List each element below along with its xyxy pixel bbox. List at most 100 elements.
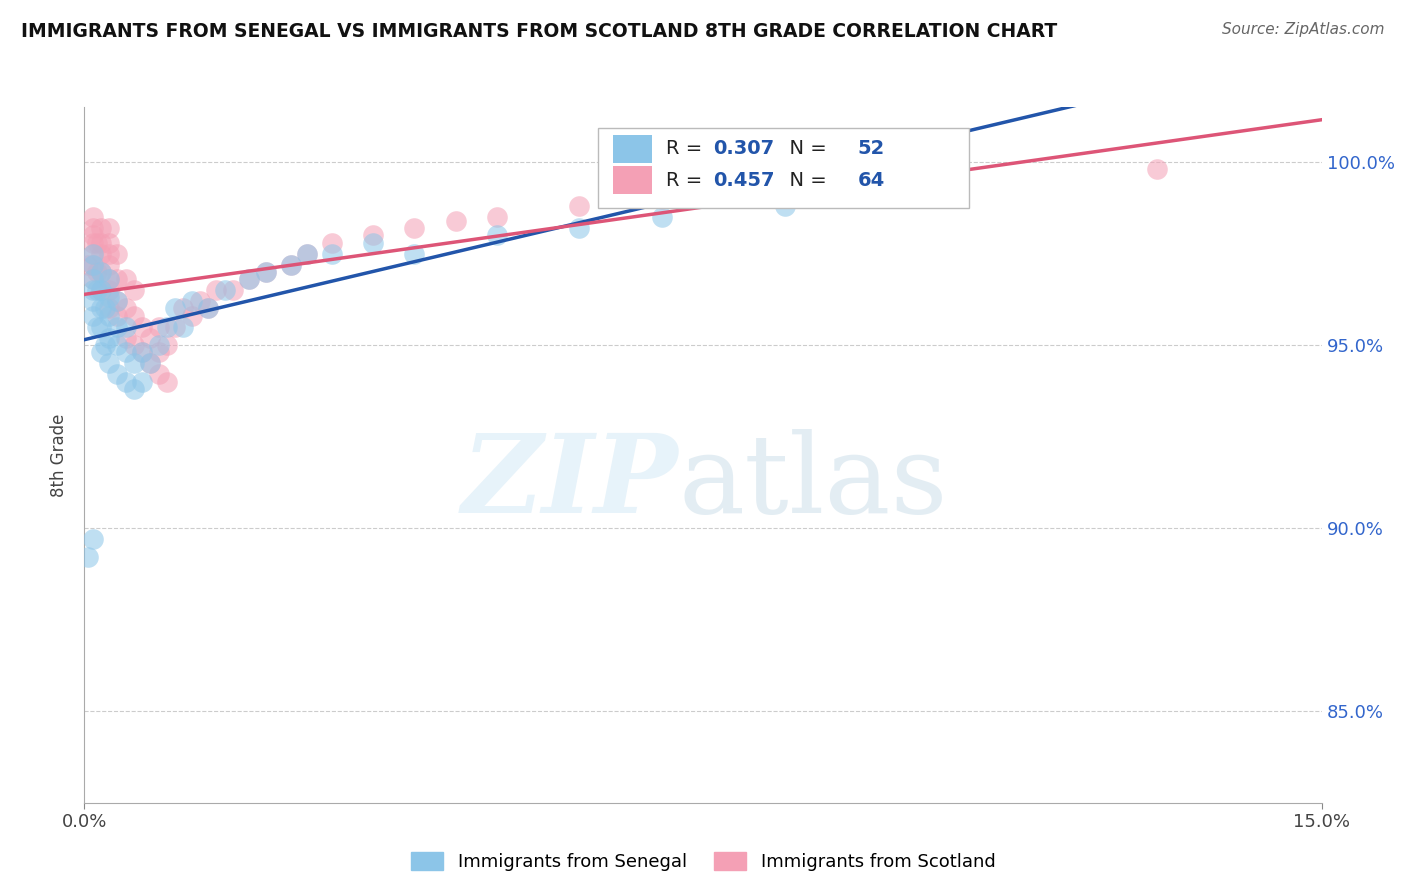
Point (238, 272, 260, 286)
Point (98, 272, 121, 286)
Point (86, 283, 108, 297)
Point (148, 338, 170, 352)
Y-axis label: 8th Grade: 8th Grade (51, 413, 69, 497)
Point (105, 246, 128, 260)
Point (82, 228, 104, 243)
Point (82, 294, 104, 309)
Point (321, 235, 343, 250)
FancyBboxPatch shape (598, 128, 969, 208)
Point (131, 375, 153, 389)
Point (122, 356, 145, 370)
Point (295, 246, 318, 260)
Point (90, 301, 112, 316)
Point (82, 258, 104, 272)
Point (238, 272, 260, 286)
Point (205, 283, 228, 297)
Point (165, 319, 187, 334)
Point (148, 319, 170, 334)
Point (90, 235, 112, 250)
Point (114, 345, 136, 359)
Point (82, 210, 104, 224)
Point (77, 258, 100, 272)
Point (361, 235, 384, 250)
Point (90, 220, 112, 235)
Point (98, 283, 121, 297)
Point (86, 235, 108, 250)
Point (651, 210, 673, 224)
Point (94, 338, 117, 352)
Text: N =: N = (778, 170, 834, 190)
Point (188, 294, 211, 309)
Point (254, 265, 277, 279)
Point (98, 309, 121, 323)
Point (90, 319, 112, 334)
Point (122, 309, 145, 323)
Point (82, 272, 104, 286)
Point (90, 265, 112, 279)
Point (568, 220, 591, 235)
Point (98, 258, 121, 272)
Point (139, 356, 162, 370)
Point (90, 265, 112, 279)
Point (180, 309, 202, 323)
Point (82, 309, 104, 323)
Point (82, 272, 104, 286)
Point (156, 375, 179, 389)
Point (404, 220, 426, 235)
Point (82, 283, 104, 297)
Point (139, 356, 162, 370)
Point (82, 532, 104, 546)
Point (114, 319, 136, 334)
Text: 0.457: 0.457 (713, 170, 775, 190)
Text: IMMIGRANTS FROM SENEGAL VS IMMIGRANTS FROM SCOTLAND 8TH GRADE CORRELATION CHART: IMMIGRANTS FROM SENEGAL VS IMMIGRANTS FR… (21, 22, 1057, 41)
Text: atlas: atlas (678, 429, 948, 536)
Point (214, 283, 236, 297)
Point (114, 375, 136, 389)
Point (98, 235, 121, 250)
Point (692, 184, 714, 198)
Point (98, 331, 121, 345)
Point (82, 258, 104, 272)
Point (485, 228, 508, 243)
Text: N =: N = (778, 139, 834, 158)
Point (98, 272, 121, 286)
Point (105, 272, 128, 286)
Point (131, 319, 153, 334)
Text: 64: 64 (858, 170, 884, 190)
Point (775, 173, 797, 187)
Point (82, 220, 104, 235)
Point (815, 169, 838, 184)
Point (321, 246, 343, 260)
Text: 0.307: 0.307 (713, 139, 775, 158)
Point (485, 210, 508, 224)
Point (94, 301, 117, 316)
Text: R =: R = (666, 170, 709, 190)
Point (122, 338, 145, 352)
Point (98, 301, 121, 316)
Point (280, 258, 302, 272)
Text: Source: ZipAtlas.com: Source: ZipAtlas.com (1222, 22, 1385, 37)
Point (105, 294, 128, 309)
Legend: Immigrants from Senegal, Immigrants from Scotland: Immigrants from Senegal, Immigrants from… (404, 845, 1002, 879)
Point (82, 246, 104, 260)
Point (98, 246, 121, 260)
Point (114, 301, 136, 316)
Point (86, 265, 108, 279)
Point (404, 246, 426, 260)
Point (444, 213, 467, 227)
Text: 52: 52 (858, 139, 884, 158)
Point (82, 246, 104, 260)
Point (114, 272, 136, 286)
Point (131, 345, 153, 359)
Point (148, 368, 170, 382)
Point (122, 283, 145, 297)
Point (651, 192, 673, 206)
Point (733, 180, 755, 194)
Point (105, 309, 128, 323)
FancyBboxPatch shape (613, 135, 652, 162)
Point (361, 228, 384, 243)
Point (131, 345, 153, 359)
Point (197, 301, 219, 316)
Point (90, 283, 112, 297)
Point (90, 345, 112, 359)
